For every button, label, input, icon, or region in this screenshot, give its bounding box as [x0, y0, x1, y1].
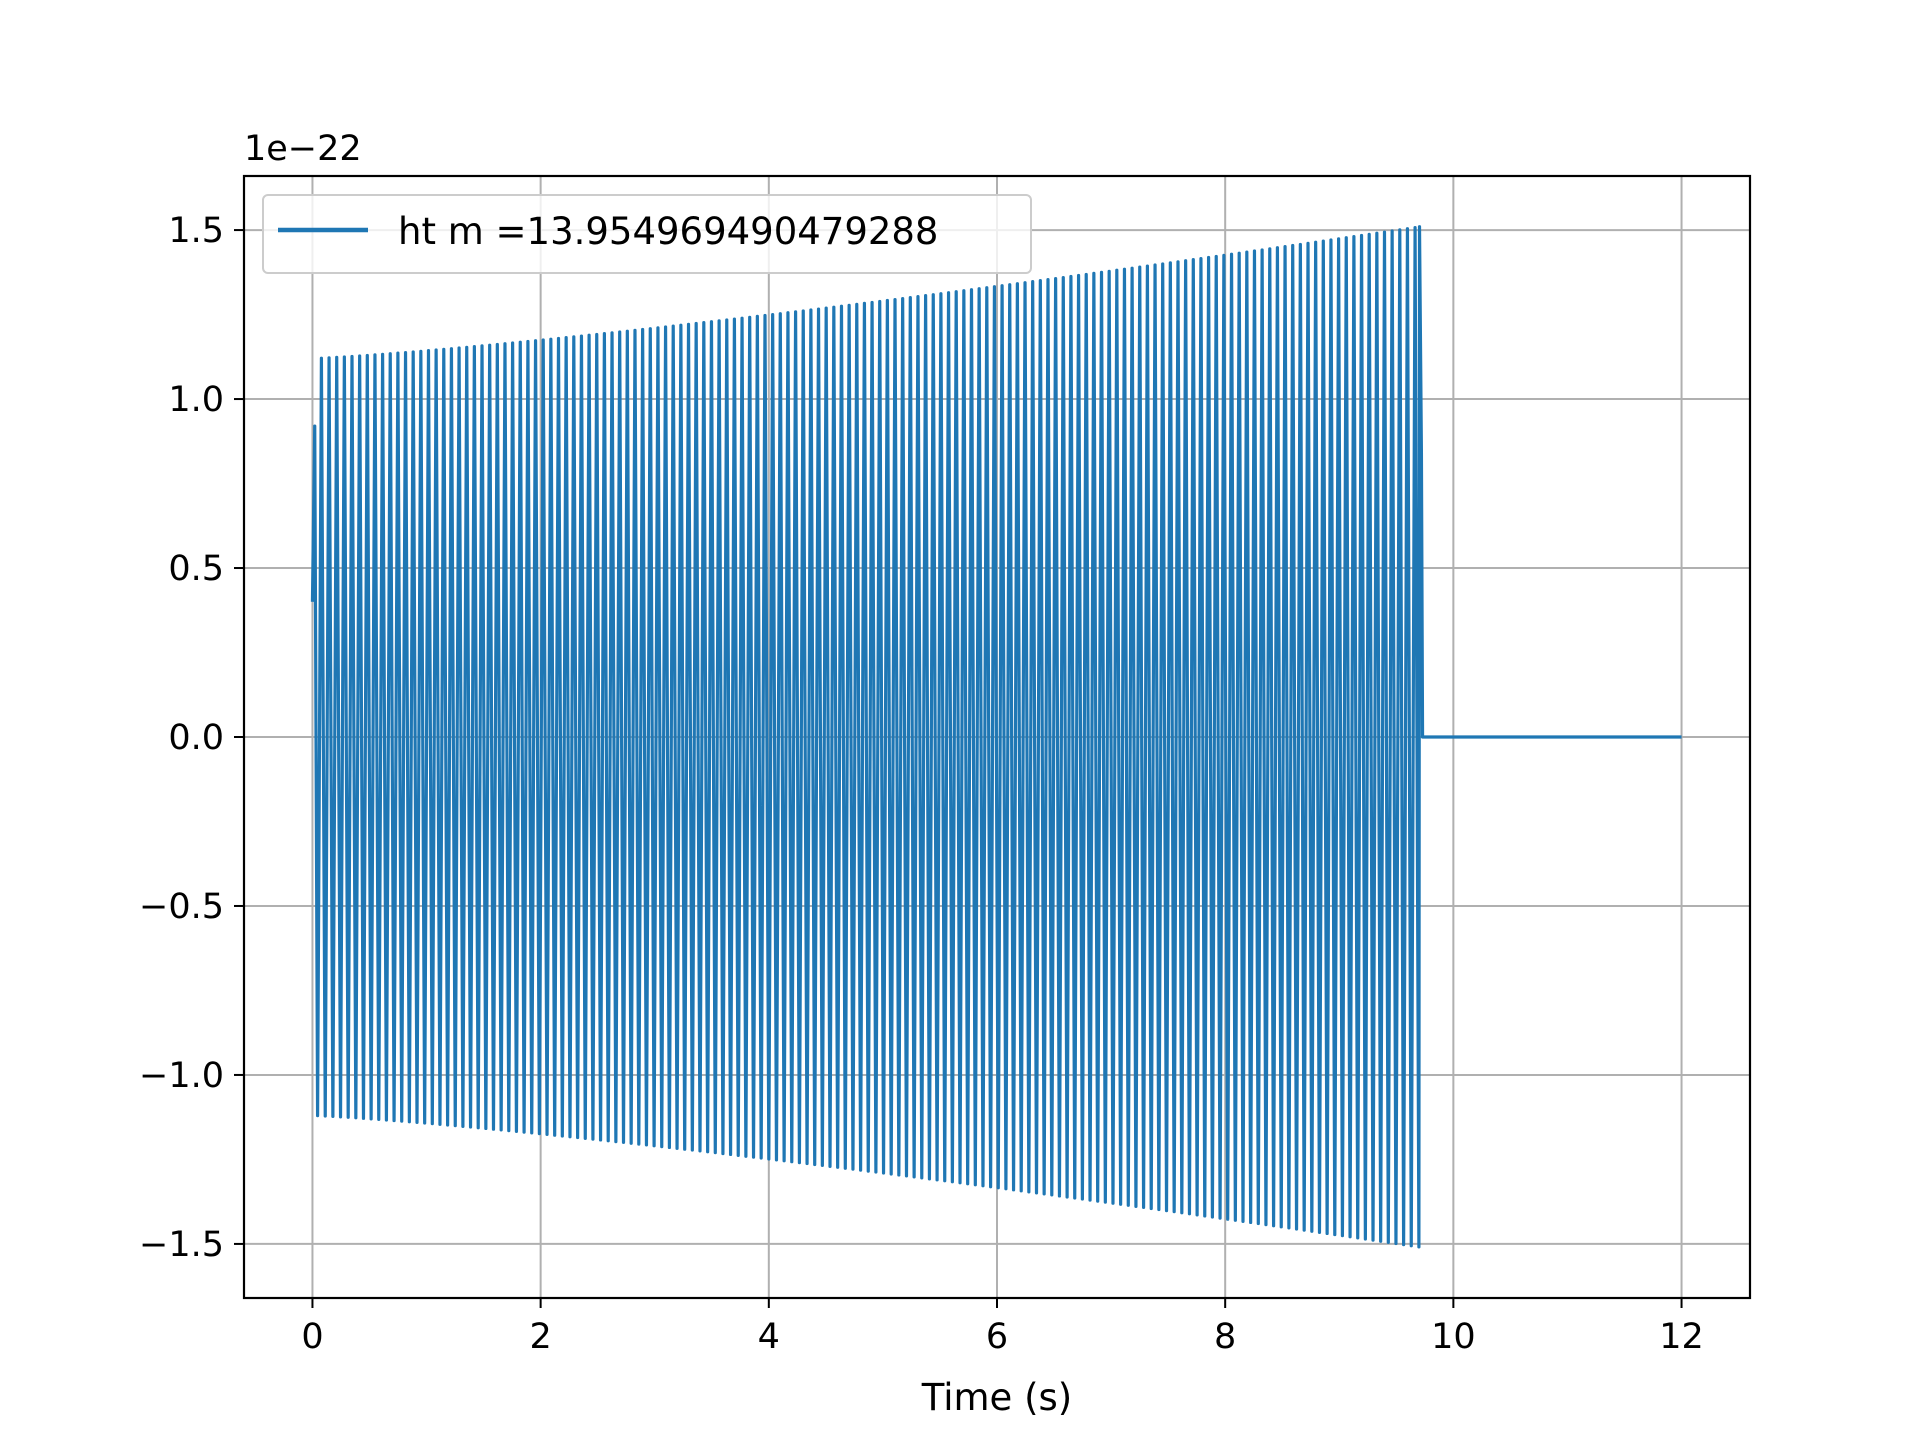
x-tick-label: 4: [758, 1317, 780, 1357]
y-offset-label: 1e−22: [244, 129, 362, 169]
x-tick-label: 0: [301, 1317, 323, 1357]
y-tick-label: 1.5: [168, 211, 224, 251]
y-tick-label: 0.5: [168, 549, 224, 589]
x-tick-label: 12: [1659, 1317, 1704, 1357]
legend-label: ht m =13.954969490479288: [398, 210, 938, 253]
y-tick-label: −1.5: [139, 1225, 224, 1265]
y-tick-label: 1.0: [168, 380, 224, 420]
x-tick-label: 2: [529, 1317, 551, 1357]
plot-area: [310, 225, 1682, 1249]
ticks: 0 2 4 6 8 10 12 −1.5 −1.0 −0.5 0.0 0.5 1.0 1.5: [139, 211, 1704, 1357]
legend: ht m =13.954969490479288: [262, 194, 1032, 274]
legend-box: [262, 194, 1032, 274]
y-tick-label: −1.0: [139, 1056, 224, 1096]
y-tick-label: 0.0: [168, 718, 224, 758]
y-tick-label: −0.5: [139, 887, 224, 927]
x-tick-label: 10: [1431, 1317, 1476, 1357]
x-axis-label: Time (s): [921, 1376, 1072, 1419]
x-tick-label: 6: [986, 1317, 1008, 1357]
x-tick-label: 8: [1214, 1317, 1236, 1357]
series-line: [310, 225, 1682, 1249]
